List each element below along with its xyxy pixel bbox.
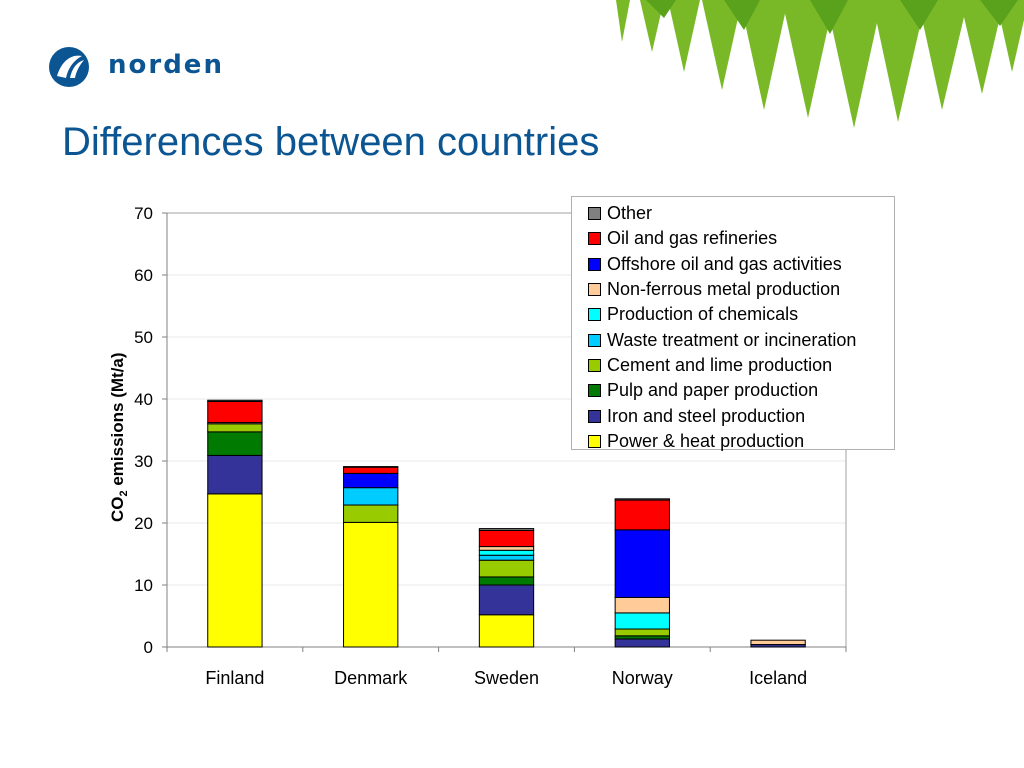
x-tick-label: Norway xyxy=(612,668,673,688)
legend-item: Production of chemicals xyxy=(588,302,894,327)
legend-label: Oil and gas refineries xyxy=(607,228,778,249)
bar-segment-finland-iron-and-steel-production xyxy=(207,454,263,495)
legend-label: Production of chemicals xyxy=(607,304,799,325)
legend-item: Power & heat production xyxy=(588,429,894,454)
y-tick-label: 50 xyxy=(134,328,153,347)
legend-label: Pulp and paper production xyxy=(607,380,819,401)
legend-item: Non-ferrous metal production xyxy=(588,277,894,302)
legend-item: Other xyxy=(588,201,894,226)
bar-segment-norway-oil-and-gas-refineries xyxy=(614,499,670,531)
y-tick-label: 10 xyxy=(134,576,153,595)
bar-segment-finland-power-heat-production xyxy=(207,493,263,648)
bar-segment-sweden-waste-treatment-or-incineration xyxy=(478,554,535,561)
legend-item: Iron and steel production xyxy=(588,403,894,428)
bar-segment-norway-cement-and-lime-production xyxy=(614,628,670,637)
legend-label: Non-ferrous metal production xyxy=(607,279,841,300)
bar-segment-denmark-other xyxy=(343,466,399,468)
y-tick-label: 30 xyxy=(134,452,153,471)
legend-label: Other xyxy=(607,203,653,224)
norden-logo: norden xyxy=(48,46,258,90)
bar-segment-denmark-offshore-oil-and-gas-activities xyxy=(343,472,399,489)
legend-swatch xyxy=(588,409,601,423)
bar-segment-finland-oil-and-gas-refineries xyxy=(207,400,263,424)
bar-segment-denmark-oil-and-gas-refineries xyxy=(343,466,399,474)
bar-segment-norway-production-of-chemicals xyxy=(614,612,670,630)
legend-label: Iron and steel production xyxy=(607,405,806,426)
legend-label: Offshore oil and gas activities xyxy=(607,253,842,274)
bar-segment-finland-other xyxy=(207,399,263,402)
bar-segment-sweden-power-heat-production xyxy=(478,614,535,648)
legend-item: Cement and lime production xyxy=(588,353,894,378)
x-tick-label: Denmark xyxy=(334,668,408,688)
legend-swatch xyxy=(588,384,601,398)
bar-segment-sweden-oil-and-gas-refineries xyxy=(478,529,535,548)
legend-swatch xyxy=(588,207,601,221)
bar-segment-sweden-production-of-chemicals xyxy=(478,549,535,556)
y-tick-label: 70 xyxy=(134,204,153,223)
x-tick-label: Sweden xyxy=(474,668,539,688)
bar-segment-finland-pulp-and-paper-production xyxy=(207,431,263,456)
y-tick-label: 60 xyxy=(134,266,153,285)
bar-segment-iceland-non-ferrous-metal-production xyxy=(750,639,806,646)
legend-swatch xyxy=(588,283,601,297)
legend-label: Power & heat production xyxy=(607,430,805,451)
legend-item: Pulp and paper production xyxy=(588,378,894,403)
y-tick-label: 0 xyxy=(144,638,153,657)
legend-item: Offshore oil and gas activities xyxy=(588,252,894,277)
x-tick-label: Finland xyxy=(205,668,264,688)
legend-item: Oil and gas refineries xyxy=(588,226,894,251)
norden-swan-icon xyxy=(49,47,89,87)
legend-swatch xyxy=(588,257,601,271)
bar-segment-finland-cement-and-lime-production xyxy=(207,423,263,433)
legend-swatch xyxy=(588,358,601,372)
logo-text: norden xyxy=(108,50,224,80)
x-tick-label: Iceland xyxy=(749,668,807,688)
bar-segment-sweden-pulp-and-paper-production xyxy=(478,576,535,586)
legend-label: Waste treatment or incineration xyxy=(607,329,857,350)
chart-legend: Other Oil and gas refineries Offshore oil … xyxy=(571,196,895,451)
bar-segment-sweden-iron-and-steel-production xyxy=(478,584,535,616)
bar-segment-norway-non-ferrous-metal-production xyxy=(614,596,670,614)
y-tick-label: 20 xyxy=(134,514,153,533)
legend-swatch xyxy=(588,308,601,322)
bar-segment-sweden-non-ferrous-metal-production xyxy=(478,546,535,551)
legend-swatch xyxy=(588,333,601,347)
bar-segment-sweden-other xyxy=(478,528,535,531)
legend-item: Waste treatment or incineration xyxy=(588,327,894,352)
bar-segment-denmark-waste-treatment-or-incineration xyxy=(343,487,399,506)
legend-swatch xyxy=(588,232,601,246)
legend-swatch xyxy=(588,434,601,448)
bar-segment-denmark-cement-and-lime-production xyxy=(343,504,399,523)
bar-segment-norway-offshore-oil-and-gas-activities xyxy=(614,529,670,598)
bar-segment-denmark-power-heat-production xyxy=(343,521,399,648)
bar-segment-sweden-cement-and-lime-production xyxy=(478,559,535,578)
legend-label: Cement and lime production xyxy=(607,354,833,375)
bar-segment-norway-other xyxy=(614,498,670,501)
y-tick-label: 40 xyxy=(134,390,153,409)
bar-segment-norway-iron-and-steel-production xyxy=(614,638,670,648)
page-title: Differences between countries xyxy=(62,120,600,164)
y-axis-label: CO2 emissions (Mt/a) xyxy=(108,352,130,522)
